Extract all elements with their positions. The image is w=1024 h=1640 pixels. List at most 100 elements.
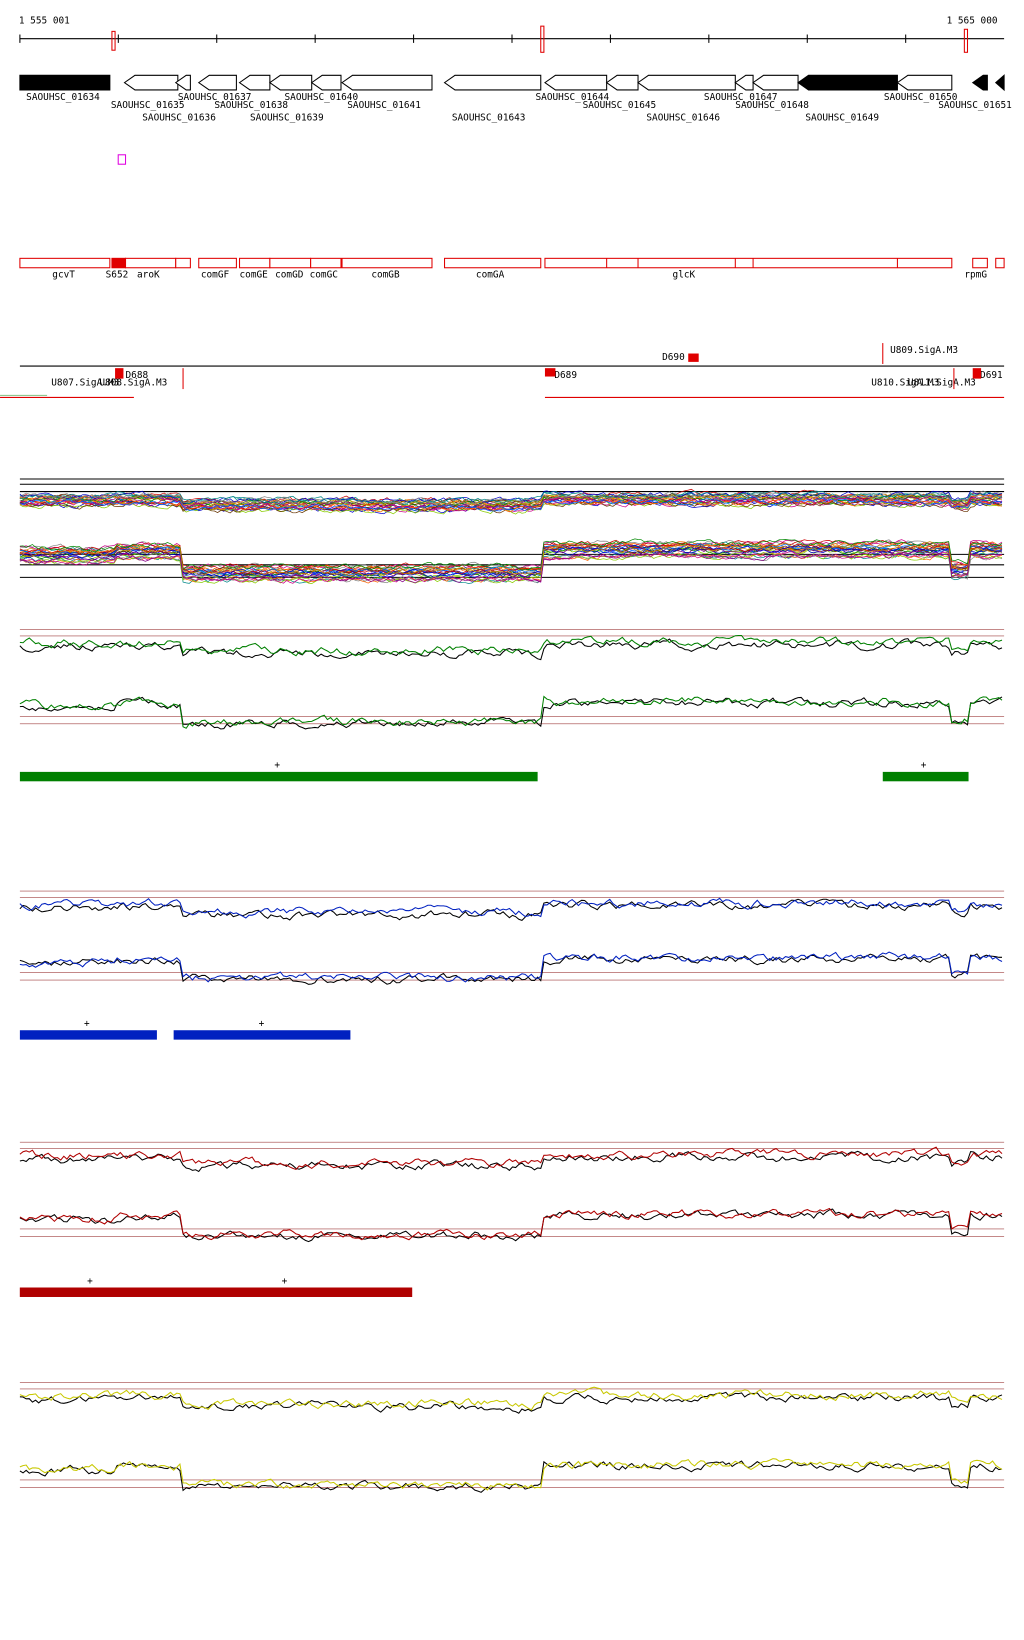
region-label: + xyxy=(87,1276,93,1287)
gene-label: SAOUHSC_01634 xyxy=(26,92,100,103)
signal-label: U809.SigA.M3 xyxy=(890,345,958,356)
gene-arrow xyxy=(734,74,754,91)
trace xyxy=(19,545,1003,577)
operon-label: comGB xyxy=(371,270,400,281)
gene-arrow xyxy=(310,74,342,91)
gene-arrow xyxy=(174,74,191,91)
operon-box xyxy=(341,257,433,269)
signal-label: D689 xyxy=(554,370,577,381)
trace xyxy=(19,498,1003,513)
trace xyxy=(19,1207,1003,1241)
gene-arrow xyxy=(994,74,1005,92)
trace xyxy=(19,1460,1003,1493)
start-coordinate: 1 555 001 xyxy=(19,15,70,26)
signal-box xyxy=(688,353,699,362)
gene-label: SAOUHSC_01645 xyxy=(583,100,657,111)
operon-box xyxy=(444,257,542,269)
signal-label: D691 xyxy=(980,370,1003,381)
trace xyxy=(19,495,1003,510)
trace xyxy=(19,492,1003,507)
trace xyxy=(19,951,1003,983)
operon-label: comGA xyxy=(476,270,505,281)
gene-label: SAOUHSC_01636 xyxy=(142,113,216,124)
gene-arrow xyxy=(341,74,433,91)
marker xyxy=(117,154,127,165)
gene-label: SAOUHSC_01635 xyxy=(111,100,185,111)
operon-box xyxy=(175,257,191,269)
operon-label: comGD xyxy=(275,270,304,281)
trace xyxy=(19,1150,1003,1173)
signal-box xyxy=(544,368,556,377)
gene-label: SAOUHSC_01640 xyxy=(285,92,359,103)
gene-label: SAOUHSC_01646 xyxy=(646,113,720,124)
ruler-flag xyxy=(111,30,116,51)
signal-box xyxy=(115,368,124,379)
operon-box xyxy=(19,257,111,269)
gene-label: SAOUHSC_01648 xyxy=(735,100,809,111)
operon-box xyxy=(125,257,177,269)
gene-arrow xyxy=(197,74,237,91)
gene-arrow xyxy=(896,74,953,91)
trace xyxy=(19,695,1003,729)
end-coordinate: 1 565 000 xyxy=(947,15,998,26)
operon-box xyxy=(972,257,988,269)
operon-label: rpmG xyxy=(964,270,987,281)
trace xyxy=(19,538,1003,571)
trace xyxy=(19,1386,1003,1411)
signal-label: U811.SigA.M3 xyxy=(908,377,976,388)
signal-label: D690 xyxy=(662,352,685,363)
trace xyxy=(19,543,1003,575)
operon-box xyxy=(239,257,271,269)
trace xyxy=(19,494,1003,507)
operon-box xyxy=(198,257,237,269)
operon-label: comGE xyxy=(240,270,269,281)
gene-label: SAOUHSC_01643 xyxy=(452,113,526,124)
gene-arrow xyxy=(797,74,898,91)
trace xyxy=(19,544,1003,578)
gene-arrow xyxy=(123,74,179,91)
region-bar xyxy=(19,1030,157,1040)
gene-arrow xyxy=(605,74,639,91)
trace xyxy=(19,696,1003,730)
gene-arrow xyxy=(971,74,988,91)
trace xyxy=(19,550,1003,584)
trace xyxy=(19,897,1003,919)
signal-label: U807.SigA.M3 xyxy=(51,377,119,388)
operon-box xyxy=(544,257,953,269)
region-label: + xyxy=(274,760,280,771)
trace xyxy=(19,494,1003,509)
operon-box xyxy=(995,257,1005,269)
gene-arrow xyxy=(637,74,736,91)
operon-label: comGF xyxy=(201,270,230,281)
gene-label: SAOUHSC_01639 xyxy=(250,113,324,124)
trace xyxy=(19,898,1003,922)
region-bar xyxy=(19,1287,413,1297)
gene-label: SAOUHSC_01649 xyxy=(805,113,879,124)
region-bar xyxy=(882,771,969,782)
region-label: + xyxy=(259,1018,265,1029)
region-label: + xyxy=(282,1276,288,1287)
region-label: + xyxy=(84,1018,90,1029)
gene-label: SAOUHSC_01651 xyxy=(938,100,1012,111)
trace xyxy=(19,547,1003,579)
gene-label: SAOUHSC_01638 xyxy=(214,100,288,111)
signal-box xyxy=(972,368,982,379)
operon-label: S652 xyxy=(106,270,129,281)
gene-label: SAOUHSC_01647 xyxy=(704,92,778,103)
ruler-flag xyxy=(540,25,545,53)
gene-arrow xyxy=(268,74,313,91)
gene-arrow xyxy=(443,74,542,91)
operon-label: glcK xyxy=(673,270,696,281)
gene-label: SAOUHSC_01641 xyxy=(347,100,421,111)
signal-label: U808.SigA.M3 xyxy=(99,377,167,388)
trace xyxy=(19,1391,1003,1414)
gene-label: SAOUHSC_01637 xyxy=(178,92,252,103)
operon-box xyxy=(269,257,312,269)
trace xyxy=(19,634,1003,657)
operon-label: aroK xyxy=(137,270,160,281)
trace xyxy=(19,1208,1003,1243)
trace xyxy=(19,953,1003,985)
trace xyxy=(19,1146,1003,1171)
gene-arrow xyxy=(238,74,271,91)
